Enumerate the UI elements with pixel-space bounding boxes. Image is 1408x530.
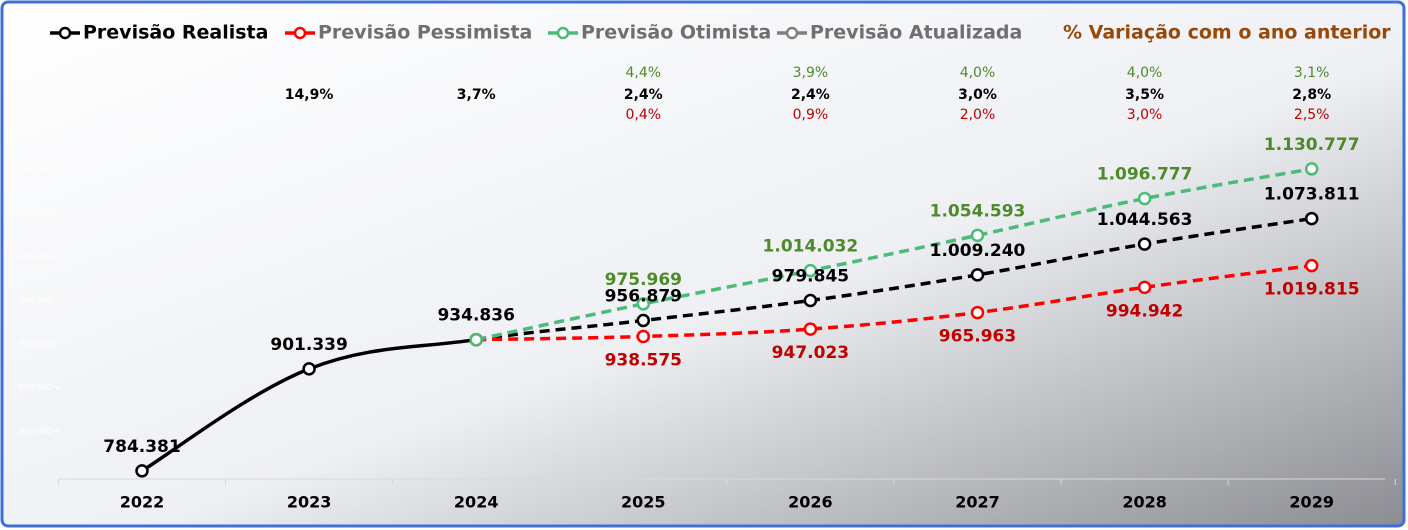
x-tick-label: 2029 [1289,493,1334,512]
variation-label: 3,9% [793,65,829,81]
point [1137,237,1152,251]
data-label: 979.845 [772,266,849,286]
point [1304,258,1319,273]
data-label: 1.054.593 [930,201,1026,221]
data-label: 1.130.777 [1264,135,1360,155]
point [970,268,985,282]
point [636,329,651,344]
data-label: 901.339 [270,335,347,355]
variation-label: 0,9% [793,107,829,123]
y-tick-label: 1.080.000 [11,209,52,218]
legend-label: Previsão Atualizada [810,22,1022,44]
point [970,228,985,243]
data-label: 934.836 [437,306,514,326]
line [475,167,1313,342]
data-label: 994.942 [1106,301,1183,321]
data-label: 947.023 [772,343,849,363]
point [803,263,818,278]
x-tick-label: 2025 [621,493,666,512]
data-label: 1.014.032 [763,237,859,257]
variation-label: 4,0% [1127,65,1163,81]
x-tick-label: 2023 [287,493,332,512]
variation-label: 14,9% [285,87,334,103]
point [636,297,651,311]
variation-label: 3,5% [1125,87,1164,103]
variation-label: 3,1% [1294,65,1330,81]
line [141,216,1312,473]
legend-marker [556,26,570,40]
y-tick-label: 1.130.000 [11,165,52,174]
variation-label: 4,0% [960,65,996,81]
point [1304,211,1319,226]
y-tick-label: 880.000 [19,383,52,392]
legend-marker [293,26,307,40]
legend-marker [58,26,72,40]
y-tick-label: 980.000 [19,296,52,305]
x-tick-label: 2027 [955,493,1000,512]
point [1137,191,1152,206]
variation-label: 2,0% [960,107,996,123]
legend-label: Previsão Realista [83,22,268,44]
point [1137,280,1152,295]
variation-label: 2,5% [1294,107,1330,123]
point [135,464,149,478]
y-tick-label: 1.180.000 [11,122,52,131]
data-label: 938.575 [605,350,682,370]
point [970,305,985,320]
variation-label: 3,0% [1127,107,1163,123]
y-tick-label: 1.030.000 [11,252,52,261]
point [636,313,651,328]
variation-label: 2,4% [624,87,663,103]
data-label: 784.381 [103,437,180,457]
point [803,322,818,336]
variation-label: 0,4% [626,107,662,123]
legend-label: Previsão Pessimista [318,22,532,44]
data-label: 975.969 [605,270,682,290]
data-label: 1.096.777 [1097,165,1193,185]
legend-label: Previsão Otimista [581,22,771,44]
point [302,362,316,376]
x-tick-label: 2024 [454,493,499,512]
point [469,332,483,347]
data-label: 1.009.240 [930,241,1026,261]
y-tick-label: 930.000 [19,339,52,348]
variation-label: 4,4% [626,65,662,81]
data-label: 1.073.811 [1264,185,1360,205]
x-tick-label: 2028 [1122,493,1167,512]
point [1304,162,1319,176]
variation-label: 2,8% [1292,87,1331,103]
line [476,263,1312,342]
variation-label: 2,4% [791,87,830,103]
data-label: 956.879 [605,286,682,306]
legend-marker [785,26,799,40]
variation-label: 3,7% [457,87,496,103]
data-label: 1.019.815 [1264,280,1360,300]
y-tick-label: 830.000 [19,427,52,436]
x-tick-label: 2022 [120,493,165,512]
data-label: 965.963 [939,327,1016,347]
variation-title: % Variação com o ano anterior [1063,22,1391,44]
data-label: 1.044.563 [1097,210,1193,230]
point [803,293,818,308]
variation-label: 3,0% [958,87,997,103]
x-tick-label: 2026 [788,493,833,512]
